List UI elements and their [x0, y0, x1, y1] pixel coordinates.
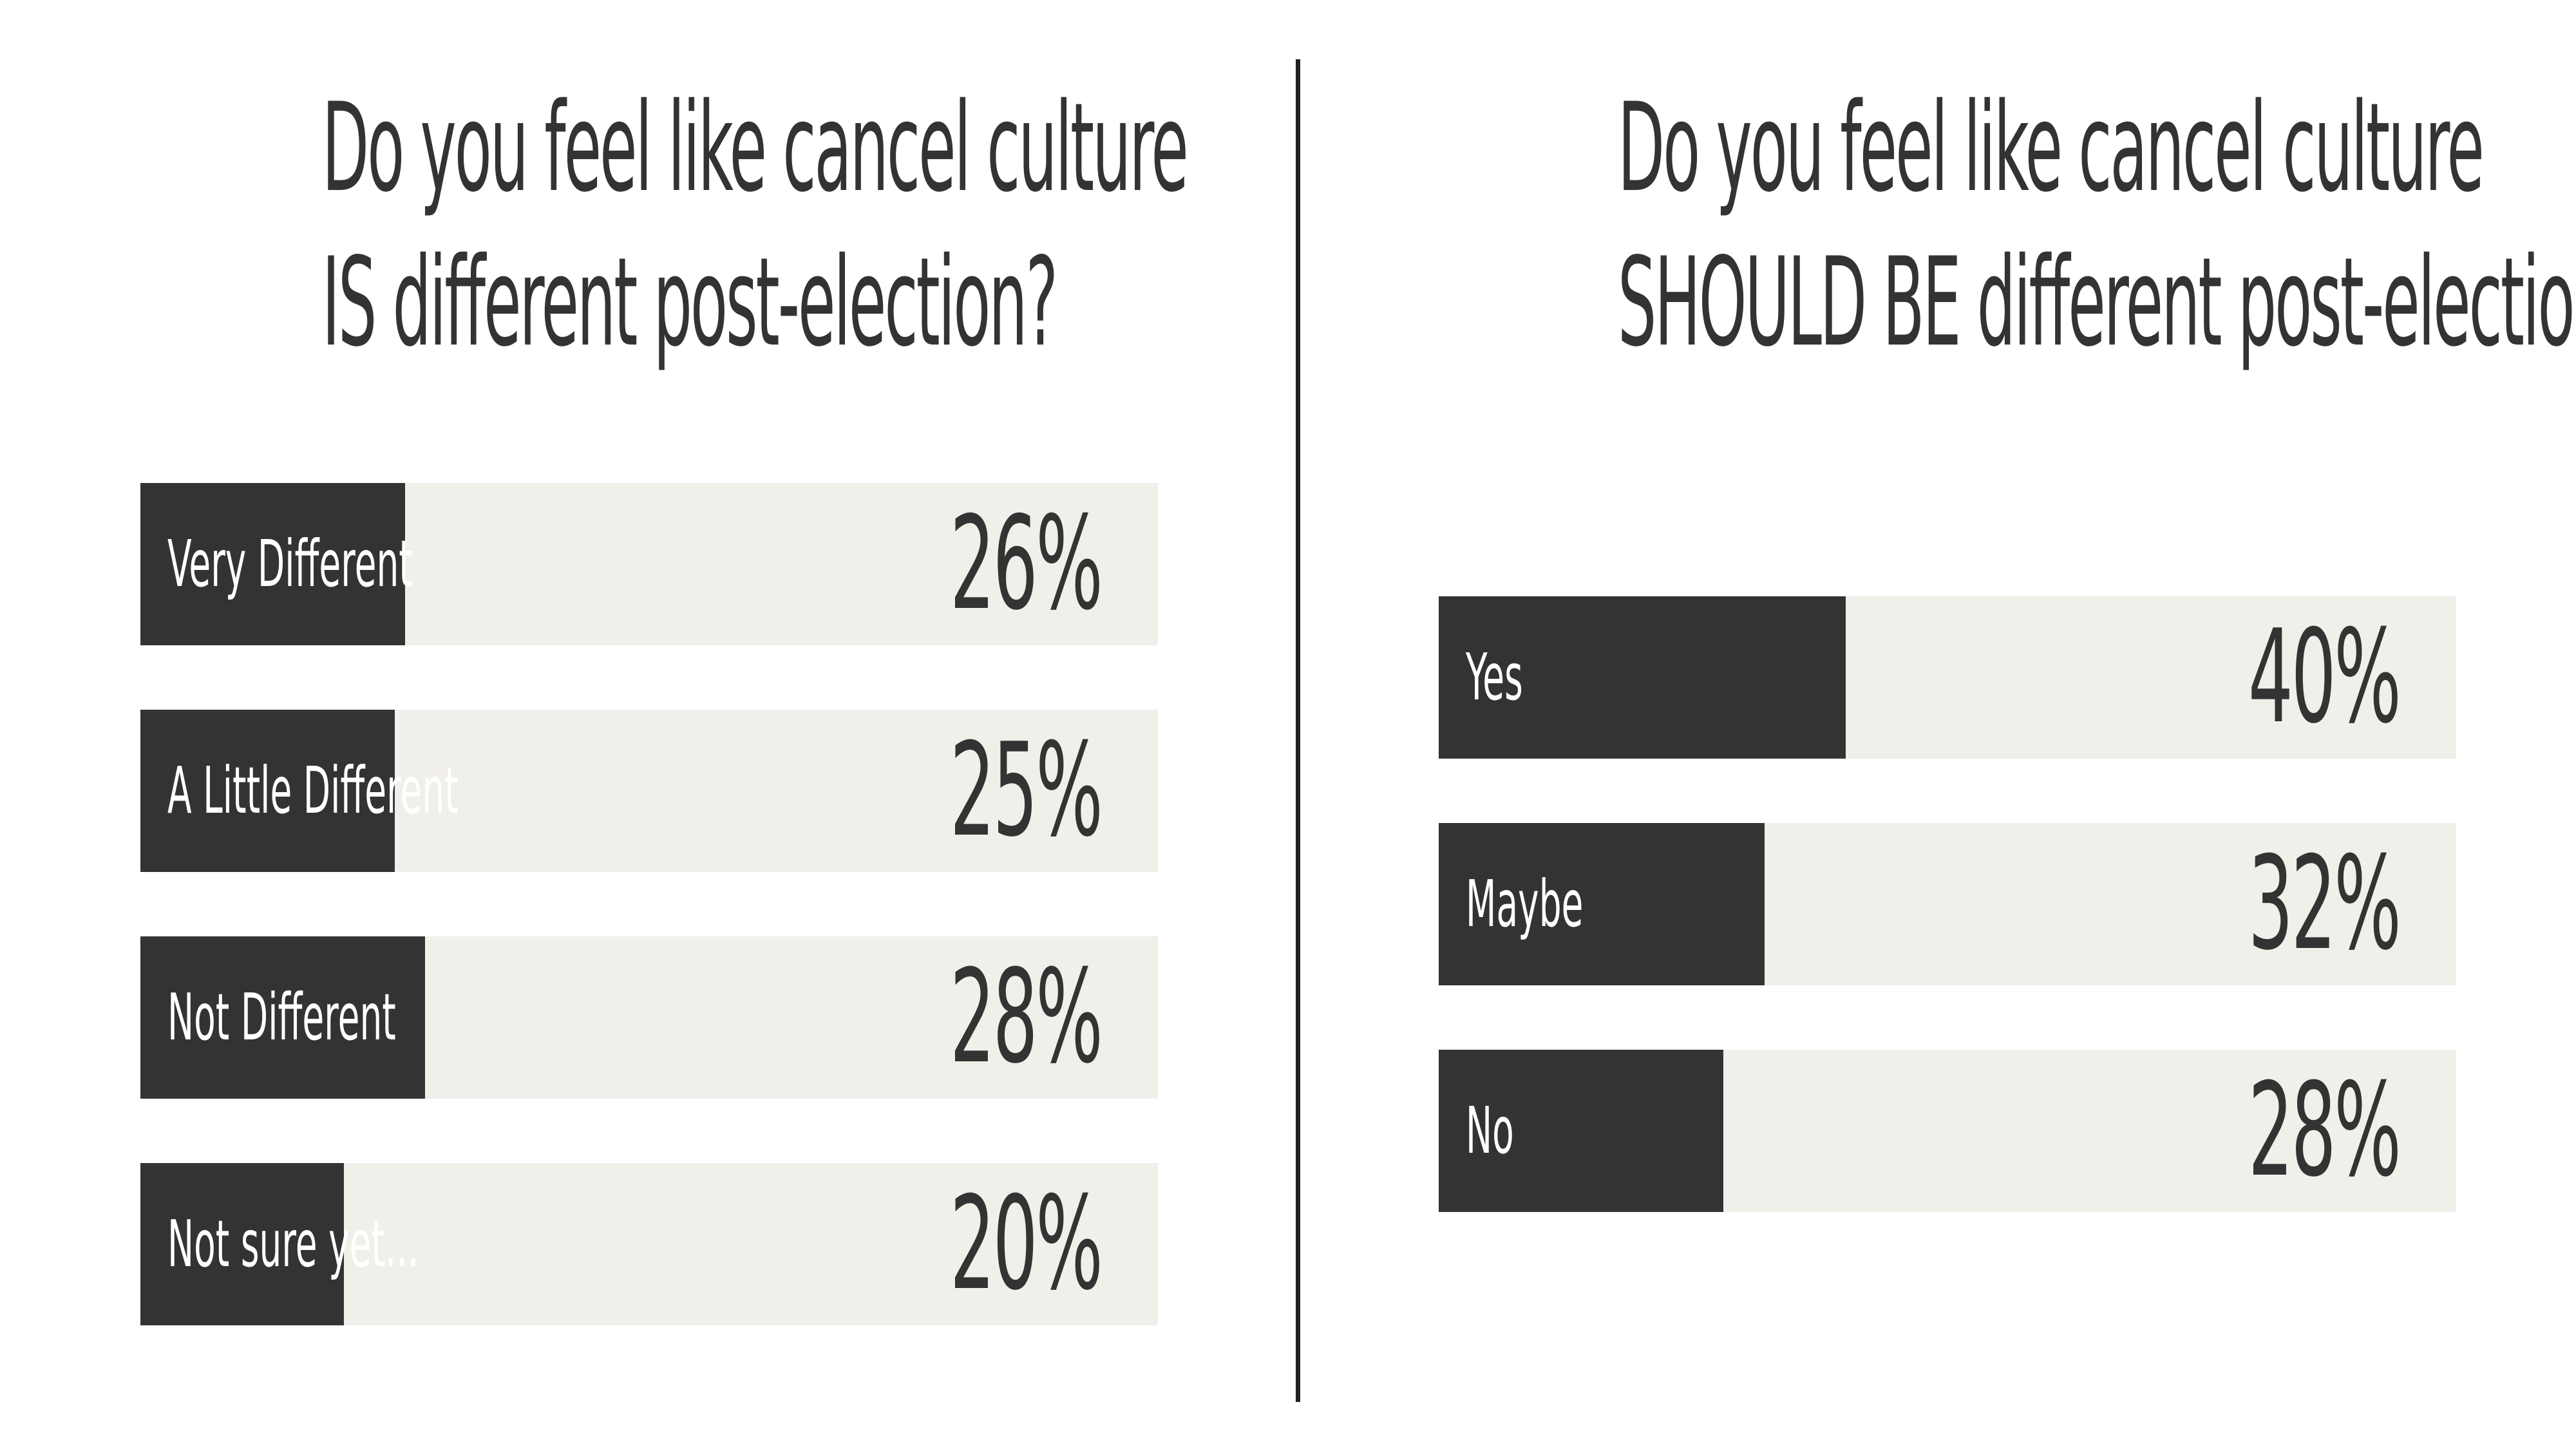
- bar-category-label: Maybe: [1466, 866, 1584, 942]
- bar-track: Yes 40%: [1439, 596, 2456, 759]
- bar-value-label: 25%: [950, 715, 1103, 866]
- chart-title: Do you feel like cancel culture IS diffe…: [322, 71, 1189, 380]
- chart-panel-is-different: Do you feel like cancel culture IS diffe…: [140, 71, 1189, 1325]
- bar: [1439, 823, 1765, 985]
- bar: [1439, 1050, 1724, 1212]
- chart-panel-should-be-different: Do you feel like cancel culture SHOULD B…: [1296, 0, 2576, 1449]
- bar-category-label: Yes: [1466, 639, 1523, 715]
- bar-category-label: No: [1466, 1093, 1514, 1168]
- chart-title-line-2: IS different post-election?: [322, 231, 1058, 374]
- bar-category-label: Very Different: [167, 526, 413, 601]
- bar-track: Not Different 28%: [140, 936, 1158, 1099]
- bar-track: No 28%: [1439, 1050, 2456, 1212]
- bar-value-label: 28%: [950, 942, 1103, 1092]
- bar: [140, 936, 426, 1099]
- bar-track: A Little Different 25%: [140, 710, 1158, 872]
- bar-track: Maybe 32%: [1439, 823, 2456, 985]
- chart-title-line-2: SHOULD BE different post-election?: [1618, 231, 2576, 374]
- bar: [140, 1163, 344, 1325]
- bar: [1439, 596, 1846, 759]
- bar-value-label: 26%: [950, 489, 1103, 639]
- chart-title-line-1: Do you feel like cancel culture: [322, 77, 1189, 219]
- bar: [140, 483, 405, 645]
- chart-title-line-1: Do you feel like cancel culture: [1618, 77, 2485, 219]
- bar-category-label: Not sure yet...: [167, 1206, 419, 1282]
- chart-title: Do you feel like cancel culture SHOULD B…: [1618, 71, 2576, 380]
- bar-category-label: A Little Different: [167, 753, 459, 828]
- bar: [140, 710, 395, 872]
- bar-category-label: Not Different: [167, 980, 396, 1055]
- bar-value-label: 32%: [2248, 829, 2401, 979]
- panel-divider: [1296, 59, 1300, 1402]
- bar-value-label: 28%: [2248, 1056, 2401, 1206]
- bar-value-label: 40%: [2248, 602, 2401, 752]
- bar-value-label: 20%: [950, 1169, 1103, 1319]
- bar-track: Not sure yet... 20%: [140, 1163, 1158, 1325]
- bar-track: Very Different 26%: [140, 483, 1158, 645]
